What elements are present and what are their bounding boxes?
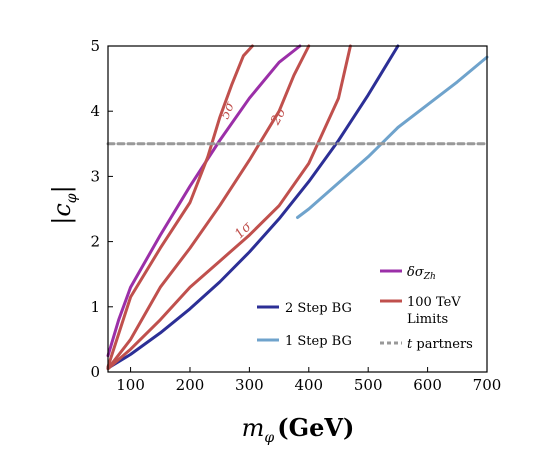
y-tick-label-3: 3 (90, 167, 100, 185)
y-tick-label-5: 5 (90, 37, 100, 55)
x-tick-label-3: 400 (294, 376, 323, 394)
x-tick-label-2: 300 (235, 376, 264, 394)
x-axis-label-main: m (242, 414, 265, 442)
y-tick-label-4: 4 (90, 102, 100, 120)
legend-label-t-partners: t partners (407, 337, 473, 352)
x-tick-label-5: 600 (413, 376, 442, 394)
series-line-4 (106, 44, 311, 371)
curve-label-5sigma: 5σ (218, 99, 239, 122)
axis-ticks: 100 200 300 400 500 600 700 0 1 2 3 4 5 (90, 37, 501, 394)
legend-label-limits-line1: 100 TeV (407, 295, 461, 310)
legend-label-t-partners-italic: t (407, 337, 413, 352)
y-tick-label-2: 2 (90, 233, 100, 251)
x-axis-label: mφ (GeV) (242, 413, 355, 446)
y-tick-label-0: 0 (90, 363, 100, 381)
legend-label-two-step: 2 Step BG (285, 301, 352, 316)
series-line-2 (106, 44, 302, 358)
legend-label-delta-sigma-main: δσ (407, 265, 425, 280)
x-tick-label-0: 100 (116, 376, 145, 394)
x-axis-label-sub: φ (264, 430, 274, 446)
x-tick-label-4: 500 (354, 376, 383, 394)
legend-label-t-partners-rest: partners (412, 337, 473, 352)
legend: δσZh 100 TeV Limits t partners 2 Step BG… (257, 265, 473, 352)
chart-marks (106, 44, 489, 371)
y-axis-label-close: | (48, 185, 77, 193)
legend-label-delta-sigma: δσZh (407, 265, 436, 282)
y-tick-label-1: 1 (90, 298, 100, 316)
y-axis-label: |cφ| (48, 185, 80, 224)
curve-label-1sigma: 1σ (232, 218, 256, 242)
x-axis-label-unit: (GeV) (277, 413, 354, 442)
x-tick-label-6: 700 (473, 376, 502, 394)
legend-label-limits-line2: Limits (407, 312, 448, 327)
series-line-0 (106, 44, 400, 370)
y-axis-label-main: |c (48, 203, 77, 225)
series-line-1 (296, 55, 489, 219)
x-tick-label-1: 200 (176, 376, 205, 394)
plot-frame (107, 45, 488, 373)
y-axis-label-sub: φ (64, 193, 80, 203)
legend-label-delta-sigma-sub: Zh (423, 272, 436, 282)
series-line-5 (106, 44, 352, 371)
series-line-3 (106, 44, 254, 369)
legend-label-one-step: 1 Step BG (285, 334, 352, 349)
